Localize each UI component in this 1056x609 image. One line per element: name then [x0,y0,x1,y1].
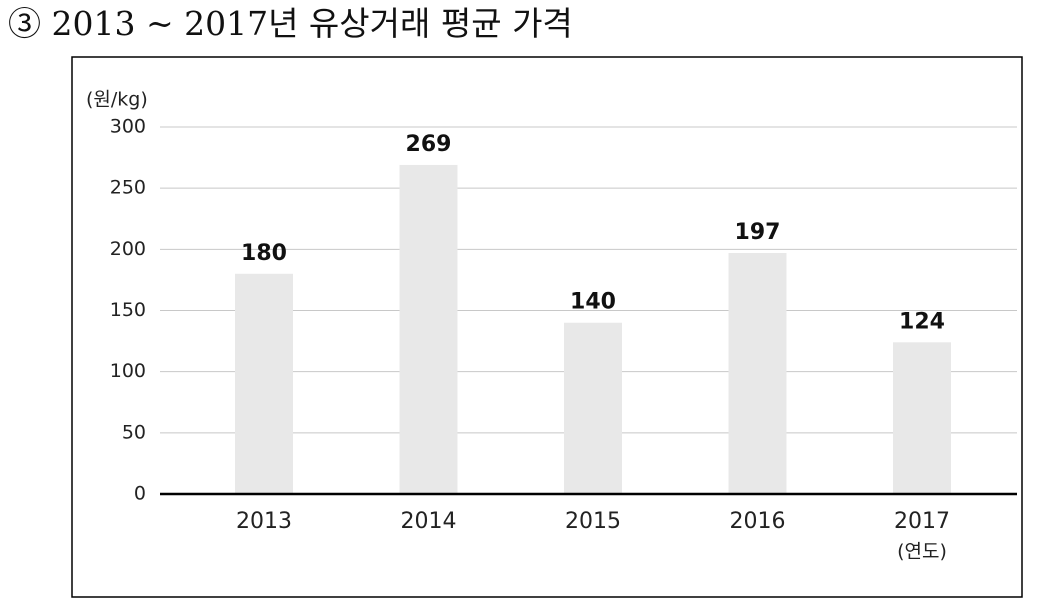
y-axis-label: (원/kg) [86,89,148,111]
bar [235,273,293,494]
data-label: 269 [406,132,452,157]
x-tick-label: 2017 [894,509,950,534]
chart-frame [71,56,1023,598]
y-tick-label: 300 [110,116,146,138]
y-tick-label: 50 [122,421,146,443]
bar [564,322,622,494]
y-tick-label: 100 [110,360,146,382]
x-tick-label: 2016 [730,509,786,534]
bar [728,253,787,494]
data-label: 124 [899,309,945,334]
bar [893,342,951,494]
y-tick-label: 150 [110,299,146,321]
data-label: 140 [570,290,616,315]
x-tick-label: 2014 [401,509,457,534]
x-axis-label: (연도) [897,541,947,563]
chart-title: ③ 2013 ~ 2017년 유상거래 평균 가격 [8,4,573,43]
x-tick-label: 2013 [236,509,292,534]
y-tick-label: 250 [110,177,146,199]
y-tick-label: 200 [110,238,146,260]
y-tick-label: 0 [134,483,146,505]
data-label: 180 [241,241,287,266]
data-label: 197 [735,220,781,245]
x-tick-label: 2015 [565,509,621,534]
bar [399,164,458,494]
